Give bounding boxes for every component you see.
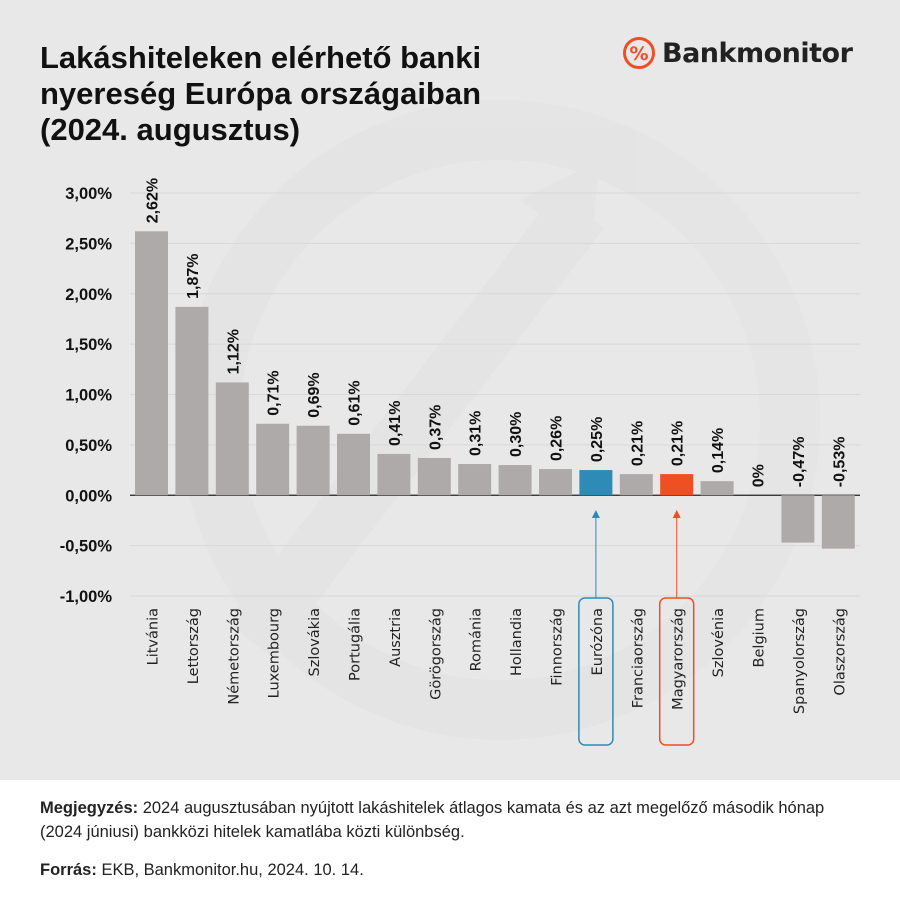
data-label: 0,21% xyxy=(670,421,687,466)
y-tick-label: 3,00% xyxy=(65,185,112,203)
bar-Luxembourg xyxy=(256,423,290,496)
category-label: Szlovénia xyxy=(711,608,727,677)
bar-Spanyolország xyxy=(781,495,815,543)
percent-circle-icon: % xyxy=(623,37,655,69)
data-label: 0,21% xyxy=(629,421,646,466)
footnote: Megjegyzés: 2024 augusztusában nyújtott … xyxy=(40,796,870,844)
chart-background: 3,00% 2,50% 2,00% 1,50% 1,00% 0,50% 0,00% -0,50… xyxy=(0,0,900,780)
bar-Franciaország xyxy=(619,474,653,496)
category-label: Görögország xyxy=(428,608,444,700)
category-label: Hollandia xyxy=(509,608,525,676)
data-label: 0,71% xyxy=(266,370,283,415)
bar-Szlovákia xyxy=(296,425,330,496)
category-label: Franciaország xyxy=(630,608,646,708)
data-label: 0,69% xyxy=(306,372,323,417)
y-tick-label: 1,50% xyxy=(65,336,112,354)
source-text: EKB, Bankmonitor.hu, 2024. 10. 14. xyxy=(96,861,364,879)
y-tick-label: -1,00% xyxy=(60,588,113,606)
data-label: 0,26% xyxy=(549,416,566,461)
data-label: 0% xyxy=(751,464,768,487)
y-tick-label: 0,50% xyxy=(65,437,112,455)
category-label: Olaszország xyxy=(832,608,848,696)
bar-Szlovénia xyxy=(700,481,734,496)
data-label: 2,62% xyxy=(145,178,162,223)
source: Forrás: EKB, Bankmonitor.hu, 2024. 10. 1… xyxy=(40,858,870,882)
y-tick-label: 2,00% xyxy=(65,286,112,304)
y-tick-label: 0,00% xyxy=(65,487,112,505)
bar-Románia xyxy=(458,464,492,496)
category-label: Portugália xyxy=(348,608,364,681)
category-label: Finnország xyxy=(550,608,566,686)
category-label: Románia xyxy=(469,608,485,671)
bankmonitor-logo: % Bankmonitor xyxy=(622,36,853,70)
bar-Ausztria xyxy=(377,453,411,496)
chart-title: Lakáshiteleken elérhető banki nyereség E… xyxy=(40,40,482,147)
arrowhead-icon xyxy=(591,510,600,518)
data-label: 0,31% xyxy=(468,411,485,456)
data-label: 0,30% xyxy=(508,412,525,457)
data-label: -0,47% xyxy=(791,437,808,488)
bar-Magyarország xyxy=(660,474,694,496)
y-tick-label: 2,50% xyxy=(65,235,112,253)
category-label: Szlovákia xyxy=(307,608,323,677)
data-label: 0,41% xyxy=(387,401,404,446)
bar-Németország xyxy=(215,382,249,496)
logo-text: Bankmonitor xyxy=(662,37,853,69)
arrowhead-icon xyxy=(672,510,681,518)
data-label: 0,61% xyxy=(347,380,364,425)
bar-Görögország xyxy=(417,457,451,496)
footer: Megjegyzés: 2024 augusztusában nyújtott … xyxy=(40,796,870,882)
data-label: -0,53% xyxy=(831,437,848,488)
y-tick-label: 1,00% xyxy=(65,387,112,405)
category-label: Németország xyxy=(226,608,242,705)
note-label: Megjegyzés: xyxy=(40,799,139,817)
category-label: Magyarország xyxy=(671,608,687,710)
bar-Litvánia xyxy=(135,231,168,496)
bar-Portugália xyxy=(337,433,370,496)
category-label: Litvánia xyxy=(146,608,162,665)
bar-Olaszország xyxy=(821,495,855,549)
data-label: 1,12% xyxy=(225,329,242,374)
category-label: Lettország xyxy=(186,608,202,684)
data-label: 0,25% xyxy=(589,417,606,462)
bar-Hollandia xyxy=(498,465,532,496)
data-label: 1,87% xyxy=(185,253,202,298)
bar-Finnország xyxy=(539,469,572,496)
bar-chart: 3,00% 2,50% 2,00% 1,50% 1,00% 0,50% 0,00% -0,50… xyxy=(59,100,860,746)
bar-Eurózóna xyxy=(579,470,613,496)
data-label: 0,14% xyxy=(710,428,727,473)
category-label: Spanyolország xyxy=(792,608,808,714)
category-label: Ausztria xyxy=(388,608,404,667)
category-label: Eurózóna xyxy=(590,608,606,675)
source-label: Forrás: xyxy=(40,861,97,879)
data-label: 0,37% xyxy=(427,405,444,450)
note-text: 2024 augusztusában nyújtott lakáshitelek… xyxy=(40,799,825,841)
bar-Lettország xyxy=(175,306,209,496)
category-label: Belgium xyxy=(752,608,768,667)
category-label: Luxembourg xyxy=(267,608,283,698)
watermark xyxy=(180,100,820,740)
y-tick-label: -0,50% xyxy=(60,538,113,556)
svg-text:%: % xyxy=(629,43,648,65)
